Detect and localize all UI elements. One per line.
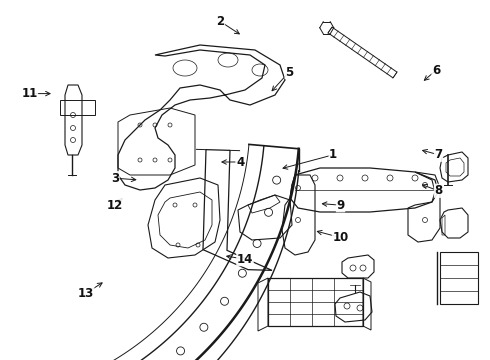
Text: 1: 1 bbox=[329, 148, 337, 161]
Text: 2: 2 bbox=[217, 15, 224, 28]
Text: 9: 9 bbox=[337, 199, 344, 212]
Bar bbox=[268, 278, 363, 326]
Text: 10: 10 bbox=[332, 231, 349, 244]
Text: 3: 3 bbox=[111, 172, 119, 185]
Text: 11: 11 bbox=[21, 87, 38, 100]
Text: 8: 8 bbox=[435, 184, 442, 197]
Text: 13: 13 bbox=[77, 287, 94, 300]
Text: 14: 14 bbox=[237, 253, 253, 266]
Text: 5: 5 bbox=[285, 66, 293, 78]
Bar bbox=[440, 252, 478, 304]
Text: 12: 12 bbox=[107, 199, 123, 212]
Text: 6: 6 bbox=[432, 64, 440, 77]
Text: 7: 7 bbox=[435, 148, 442, 161]
Text: 4: 4 bbox=[236, 156, 244, 168]
